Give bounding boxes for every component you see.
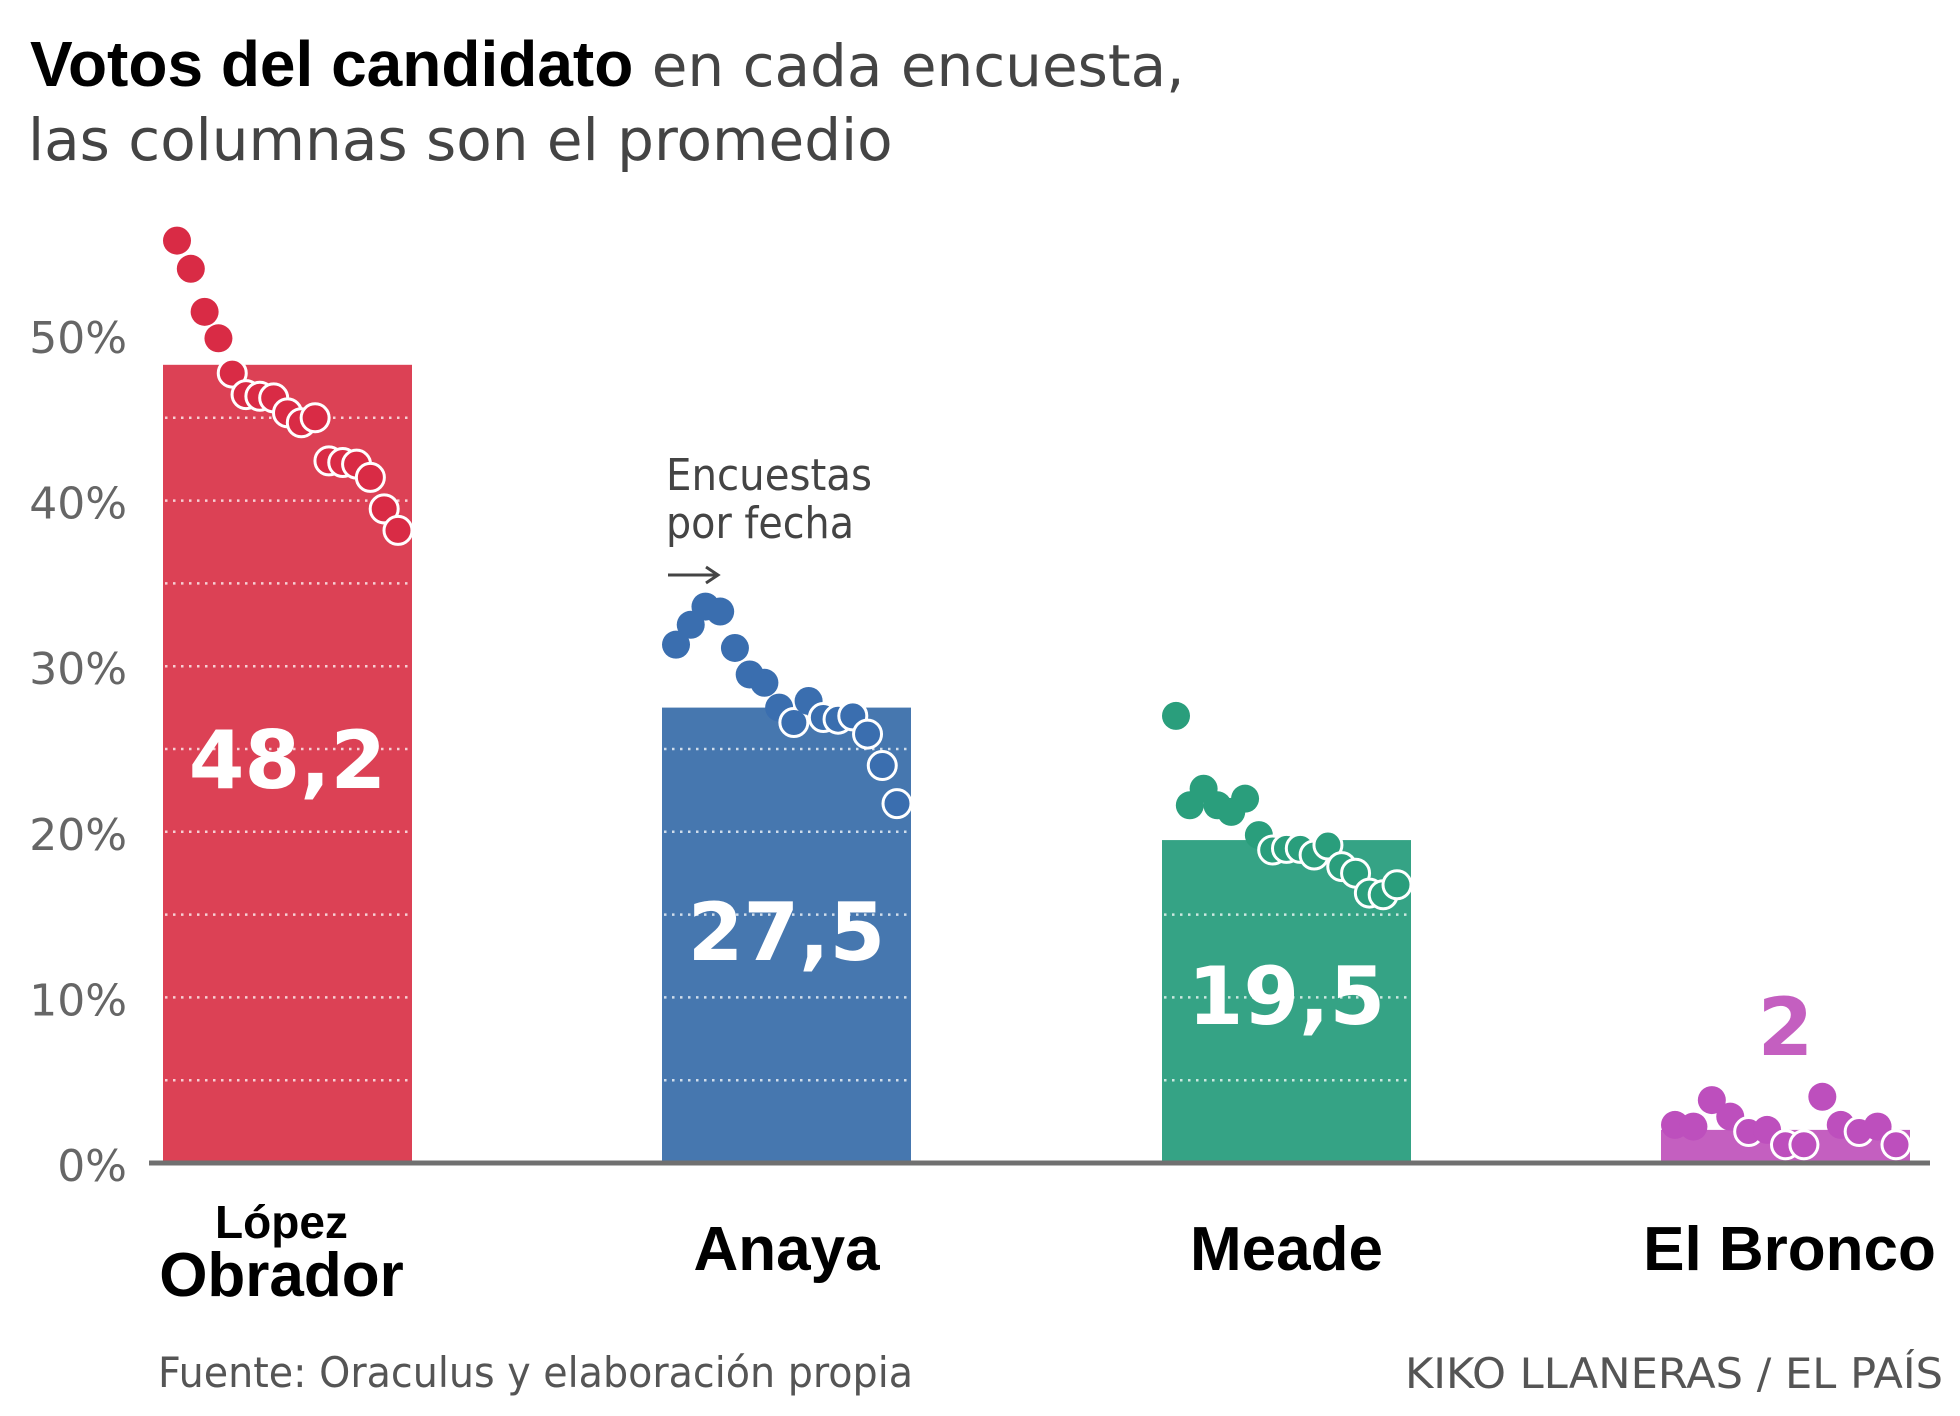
y-tick-label: 0% [57,1141,127,1192]
y-tick-label: 10% [29,975,127,1026]
poll-dot [204,324,233,353]
poll-dot [852,718,884,750]
arrow-right-icon [668,565,721,585]
bar-1 [662,707,911,1163]
poll-dot [1880,1129,1912,1161]
poll-dot [881,788,913,820]
poll-dot [354,461,386,493]
bar-0 [163,364,412,1164]
y-tick-label: 40% [29,479,127,530]
poll-dot [720,633,749,662]
source-note: Fuente: Oraculus y elaboración propia [158,1348,913,1397]
poll-dot [1863,1112,1892,1141]
credit-note: KIKO LLANERAS / EL PAÍS [1405,1348,1943,1398]
chart-title-line-1: Votos del candidato en cada encuesta, [30,28,1185,100]
poll-dot [662,630,690,659]
poll-dot [1162,701,1190,730]
poll-dot [176,254,205,283]
gridlines [165,416,1409,1082]
chart-title-bold: Votos del candidato [30,28,633,100]
category-label: Obrador [159,1241,404,1310]
poll-dot [368,493,400,525]
value-label: 2 [1758,981,1814,1074]
poll-dot [706,597,735,626]
category-label: López [215,1196,348,1248]
poll-dot [299,402,331,434]
chart-title-light: en cada encuesta, [633,32,1184,100]
poll-dot [382,514,414,546]
poll-dots [163,226,1912,1161]
annotation-line-1: Encuestas [666,450,872,501]
poll-dot [1231,784,1260,813]
poll-dot [866,750,898,782]
y-tick-label: 30% [29,644,127,695]
poll-dot [1381,869,1413,901]
poll-dot [1808,1082,1837,1111]
poll-dot [1788,1129,1820,1161]
annotation-line-2: por fecha [666,498,854,549]
value-label: 48,2 [189,714,386,807]
chart-title-line-2: las columnas son el promedio [28,106,893,174]
bars [163,364,1910,1164]
poll-dot [163,226,191,255]
category-label: El Bronco [1643,1215,1936,1284]
poll-dot [1679,1112,1708,1141]
poll-dot [1697,1086,1726,1115]
y-tick-label: 50% [29,313,127,364]
y-axis: 0% 10% 20% 30% 40% 50% [29,313,127,1192]
poll-dot [190,297,219,326]
poll-dot [216,357,248,389]
value-label: 19,5 [1188,950,1385,1043]
poll-dot [1312,829,1344,861]
category-label: Anaya [693,1215,880,1284]
value-labels: 48,2 27,5 19,5 2 [189,714,1814,1074]
poll-dot [778,707,810,739]
y-tick-label: 20% [29,810,127,861]
value-label: 27,5 [688,886,885,979]
category-label: Meade [1190,1215,1383,1284]
poll-dot [750,668,779,697]
